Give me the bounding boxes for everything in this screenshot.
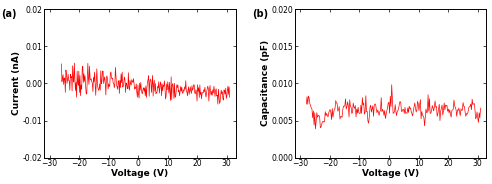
X-axis label: Voltage (V): Voltage (V) (362, 169, 419, 178)
X-axis label: Voltage (V): Voltage (V) (111, 169, 168, 178)
Y-axis label: Capacitance (pF): Capacitance (pF) (261, 40, 270, 126)
Text: (a): (a) (1, 9, 17, 19)
Y-axis label: Current (nA): Current (nA) (12, 51, 21, 115)
Text: (b): (b) (252, 9, 269, 19)
